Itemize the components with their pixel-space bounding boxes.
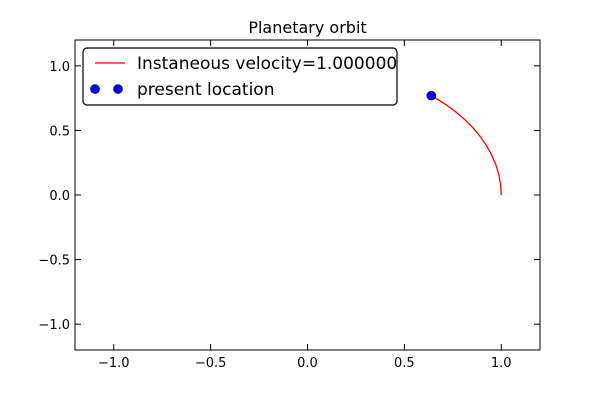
y-tick-label: −1.0: [38, 318, 70, 333]
orbit-line: [430, 95, 502, 196]
x-tick-label: 1.0: [491, 356, 512, 371]
x-tick-label: −1.0: [98, 356, 130, 371]
legend-box: [82, 47, 398, 106]
legend-label-velocity: Instaneous velocity=1.000000: [137, 54, 397, 74]
y-tick-label: 0.5: [49, 124, 70, 139]
legend: Instaneous velocity=1.000000 present loc…: [82, 47, 398, 106]
x-tick-label: 0.5: [394, 356, 415, 371]
chart-title: Planetary orbit: [248, 18, 366, 37]
present-location-point: [426, 90, 437, 101]
y-tick-label: 1.0: [49, 60, 70, 75]
x-tick-label: 0.0: [297, 356, 318, 371]
y-tick-label: −0.5: [38, 254, 70, 269]
legend-marker-1: [90, 84, 100, 94]
y-tick-label: 0.0: [49, 189, 70, 204]
x-tick-label: −0.5: [195, 356, 227, 371]
legend-label-location: present location: [137, 80, 274, 100]
plot-area: −1.0 −0.5 0.0 0.5 1.0 1.0 0.5 0.0 −0.5 −1.0: [38, 39, 541, 371]
legend-marker-2: [113, 84, 123, 94]
